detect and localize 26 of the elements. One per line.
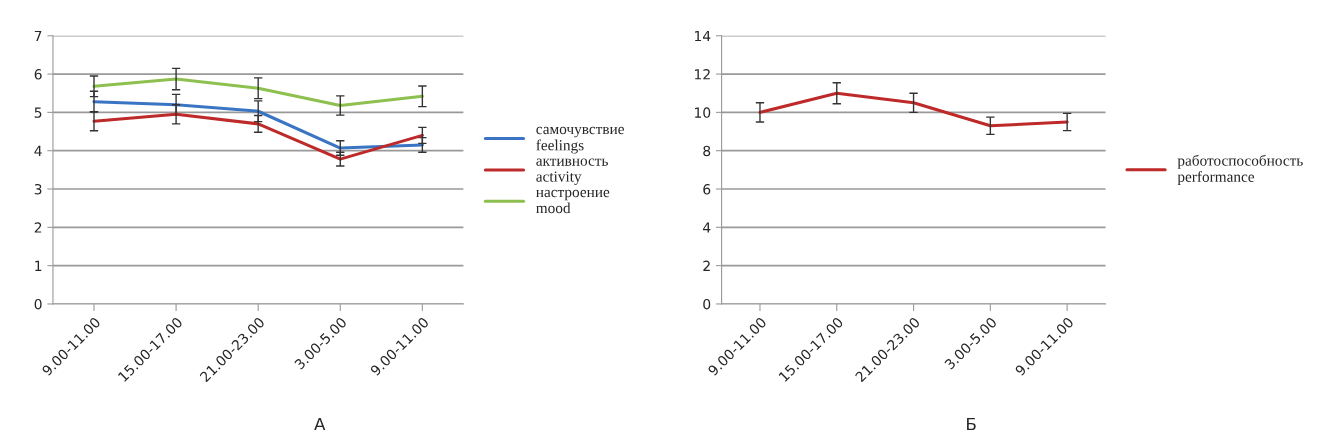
y-tick-label: 12: [695, 69, 710, 80]
legend-label: самочувствие feelings: [536, 126, 624, 154]
y-tick-label: 10: [695, 107, 711, 118]
line-series: [92, 77, 424, 108]
y-tick-label: 0: [703, 298, 711, 310]
legend-label: активность activity: [536, 158, 608, 185]
y-tick-label: 7: [34, 30, 42, 42]
y-tick-label: 6: [34, 69, 42, 80]
y-tick-label: 2: [703, 260, 710, 271]
y-tick-label: 8: [703, 145, 711, 157]
y-tick-label: 4: [703, 222, 711, 233]
legend-label: работоспособность performance: [1177, 154, 1303, 186]
y-tick-label: 5: [34, 107, 42, 118]
y-tick-label: 6: [703, 183, 711, 195]
text: А: [314, 417, 326, 431]
y-tick-label: 0: [34, 298, 42, 310]
y-tick-label: 14: [695, 30, 711, 42]
text: Б: [967, 417, 976, 431]
y-tick-label: 3: [34, 183, 42, 195]
y-tick-label: 4: [34, 145, 42, 156]
y-tick-label: 1: [35, 260, 42, 271]
line-series: [92, 112, 424, 161]
line-series: [758, 91, 1069, 128]
y-tick-label: 2: [34, 222, 42, 233]
line-series: [92, 100, 424, 150]
legend-label: настроение mood: [536, 189, 610, 214]
